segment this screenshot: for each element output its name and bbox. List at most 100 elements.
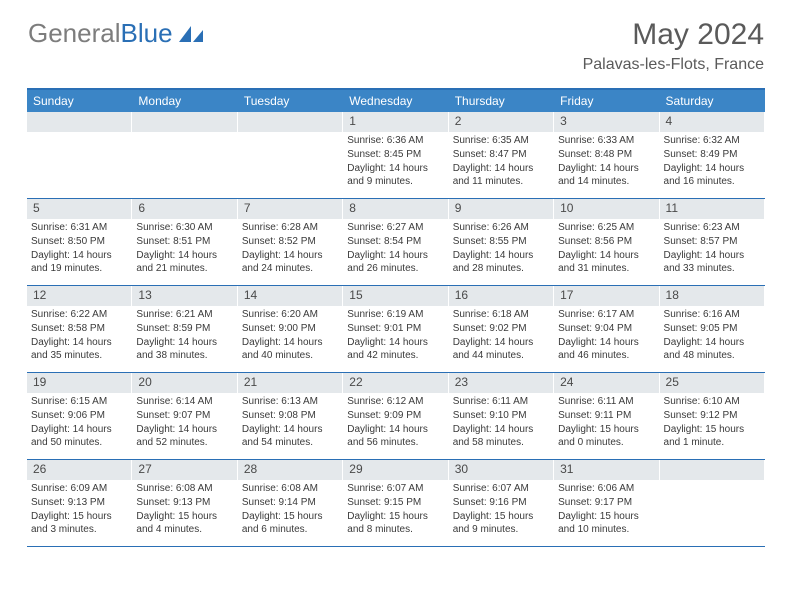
day-number: 2 bbox=[449, 112, 553, 132]
sunset-line: Sunset: 8:49 PM bbox=[664, 148, 760, 161]
daylight-line: Daylight: 14 hours and 40 minutes. bbox=[242, 336, 338, 362]
sunset-line: Sunset: 9:09 PM bbox=[347, 409, 443, 422]
day-cell: 16Sunrise: 6:18 AMSunset: 9:02 PMDayligh… bbox=[449, 286, 554, 372]
day-cell: 21Sunrise: 6:13 AMSunset: 9:08 PMDayligh… bbox=[238, 373, 343, 459]
day-cell: 23Sunrise: 6:11 AMSunset: 9:10 PMDayligh… bbox=[449, 373, 554, 459]
day-number bbox=[660, 460, 764, 480]
daylight-line: Daylight: 14 hours and 21 minutes. bbox=[136, 249, 232, 275]
day-cell: 17Sunrise: 6:17 AMSunset: 9:04 PMDayligh… bbox=[554, 286, 659, 372]
daylight-line: Daylight: 14 hours and 35 minutes. bbox=[31, 336, 127, 362]
sunset-line: Sunset: 9:05 PM bbox=[664, 322, 760, 335]
sunset-line: Sunset: 9:08 PM bbox=[242, 409, 338, 422]
sunset-line: Sunset: 8:45 PM bbox=[347, 148, 443, 161]
sunrise-line: Sunrise: 6:25 AM bbox=[558, 221, 654, 234]
day-cell: 30Sunrise: 6:07 AMSunset: 9:16 PMDayligh… bbox=[449, 460, 554, 546]
day-number: 8 bbox=[343, 199, 447, 219]
day-number: 31 bbox=[554, 460, 658, 480]
day-cell: 19Sunrise: 6:15 AMSunset: 9:06 PMDayligh… bbox=[27, 373, 132, 459]
sunset-line: Sunset: 8:47 PM bbox=[453, 148, 549, 161]
sunset-line: Sunset: 9:02 PM bbox=[453, 322, 549, 335]
sunrise-line: Sunrise: 6:16 AM bbox=[664, 308, 760, 321]
daylight-line: Daylight: 14 hours and 46 minutes. bbox=[558, 336, 654, 362]
sunrise-line: Sunrise: 6:12 AM bbox=[347, 395, 443, 408]
day-number: 30 bbox=[449, 460, 553, 480]
sunrise-line: Sunrise: 6:20 AM bbox=[242, 308, 338, 321]
daylight-line: Daylight: 14 hours and 28 minutes. bbox=[453, 249, 549, 275]
day-number: 5 bbox=[27, 199, 131, 219]
weekday-sunday: Sunday bbox=[27, 90, 132, 112]
sunrise-line: Sunrise: 6:11 AM bbox=[558, 395, 654, 408]
weekday-tuesday: Tuesday bbox=[238, 90, 343, 112]
sunset-line: Sunset: 8:58 PM bbox=[31, 322, 127, 335]
sunrise-line: Sunrise: 6:11 AM bbox=[453, 395, 549, 408]
daylight-line: Daylight: 15 hours and 3 minutes. bbox=[31, 510, 127, 536]
day-cell: 24Sunrise: 6:11 AMSunset: 9:11 PMDayligh… bbox=[554, 373, 659, 459]
weeks-container: 1Sunrise: 6:36 AMSunset: 8:45 PMDaylight… bbox=[27, 112, 765, 547]
day-cell: 2 Sunrise: 6:35 AMSunset: 8:47 PMDaylight… bbox=[449, 112, 554, 198]
sunset-line: Sunset: 9:14 PM bbox=[242, 496, 338, 509]
weekday-saturday: Saturday bbox=[660, 90, 765, 112]
sunrise-line: Sunrise: 6:08 AM bbox=[242, 482, 338, 495]
day-number: 25 bbox=[660, 373, 764, 393]
day-cell: 29Sunrise: 6:07 AMSunset: 9:15 PMDayligh… bbox=[343, 460, 448, 546]
day-cell bbox=[27, 112, 132, 198]
day-number: 29 bbox=[343, 460, 447, 480]
day-cell: 3Sunrise: 6:33 AMSunset: 8:48 PMDaylight… bbox=[554, 112, 659, 198]
day-number: 3 bbox=[554, 112, 658, 132]
weekday-thursday: Thursday bbox=[449, 90, 554, 112]
sunrise-line: Sunrise: 6:35 AM bbox=[453, 134, 549, 147]
sunset-line: Sunset: 9:13 PM bbox=[31, 496, 127, 509]
day-number: 26 bbox=[27, 460, 131, 480]
day-cell: 4Sunrise: 6:32 AMSunset: 8:49 PMDaylight… bbox=[660, 112, 765, 198]
sunrise-line: Sunrise: 6:31 AM bbox=[31, 221, 127, 234]
sunrise-line: Sunrise: 6:08 AM bbox=[136, 482, 232, 495]
day-cell: 20Sunrise: 6:14 AMSunset: 9:07 PMDayligh… bbox=[132, 373, 237, 459]
sunrise-line: Sunrise: 6:30 AM bbox=[136, 221, 232, 234]
sunset-line: Sunset: 8:59 PM bbox=[136, 322, 232, 335]
weekday-friday: Friday bbox=[554, 90, 659, 112]
day-cell bbox=[660, 460, 765, 546]
weekday-wednesday: Wednesday bbox=[343, 90, 448, 112]
daylight-line: Daylight: 14 hours and 58 minutes. bbox=[453, 423, 549, 449]
sunset-line: Sunset: 8:48 PM bbox=[558, 148, 654, 161]
logo: GeneralBlue bbox=[28, 18, 205, 49]
sunrise-line: Sunrise: 6:26 AM bbox=[453, 221, 549, 234]
sunset-line: Sunset: 8:51 PM bbox=[136, 235, 232, 248]
daylight-line: Daylight: 14 hours and 9 minutes. bbox=[347, 162, 443, 188]
sunrise-line: Sunrise: 6:27 AM bbox=[347, 221, 443, 234]
day-number: 9 bbox=[449, 199, 553, 219]
daylight-line: Daylight: 14 hours and 14 minutes. bbox=[558, 162, 654, 188]
daylight-line: Daylight: 14 hours and 52 minutes. bbox=[136, 423, 232, 449]
sunset-line: Sunset: 9:06 PM bbox=[31, 409, 127, 422]
daylight-line: Daylight: 14 hours and 26 minutes. bbox=[347, 249, 443, 275]
sunrise-line: Sunrise: 6:06 AM bbox=[558, 482, 654, 495]
sunrise-line: Sunrise: 6:21 AM bbox=[136, 308, 232, 321]
sunset-line: Sunset: 8:50 PM bbox=[31, 235, 127, 248]
day-number: 22 bbox=[343, 373, 447, 393]
day-cell: 13Sunrise: 6:21 AMSunset: 8:59 PMDayligh… bbox=[132, 286, 237, 372]
day-number: 1 bbox=[343, 112, 447, 132]
day-cell: 8Sunrise: 6:27 AMSunset: 8:54 PMDaylight… bbox=[343, 199, 448, 285]
daylight-line: Daylight: 15 hours and 6 minutes. bbox=[242, 510, 338, 536]
sunset-line: Sunset: 8:55 PM bbox=[453, 235, 549, 248]
sunrise-line: Sunrise: 6:15 AM bbox=[31, 395, 127, 408]
daylight-line: Daylight: 15 hours and 1 minute. bbox=[664, 423, 760, 449]
daylight-line: Daylight: 14 hours and 19 minutes. bbox=[31, 249, 127, 275]
day-number bbox=[238, 112, 342, 132]
daylight-line: Daylight: 14 hours and 56 minutes. bbox=[347, 423, 443, 449]
day-cell: 6Sunrise: 6:30 AMSunset: 8:51 PMDaylight… bbox=[132, 199, 237, 285]
sunrise-line: Sunrise: 6:36 AM bbox=[347, 134, 443, 147]
sunset-line: Sunset: 9:11 PM bbox=[558, 409, 654, 422]
week-row: 5Sunrise: 6:31 AMSunset: 8:50 PMDaylight… bbox=[27, 199, 765, 286]
sunrise-line: Sunrise: 6:23 AM bbox=[664, 221, 760, 234]
logo-text-general: General bbox=[28, 18, 121, 49]
logo-text-blue: Blue bbox=[121, 18, 173, 49]
sunrise-line: Sunrise: 6:07 AM bbox=[453, 482, 549, 495]
daylight-line: Daylight: 14 hours and 11 minutes. bbox=[453, 162, 549, 188]
day-number: 21 bbox=[238, 373, 342, 393]
day-number: 20 bbox=[132, 373, 236, 393]
title-block: May 2024 Palavas-les-Flots, France bbox=[583, 18, 764, 74]
week-row: 19Sunrise: 6:15 AMSunset: 9:06 PMDayligh… bbox=[27, 373, 765, 460]
day-cell: 7Sunrise: 6:28 AMSunset: 8:52 PMDaylight… bbox=[238, 199, 343, 285]
sunset-line: Sunset: 9:07 PM bbox=[136, 409, 232, 422]
